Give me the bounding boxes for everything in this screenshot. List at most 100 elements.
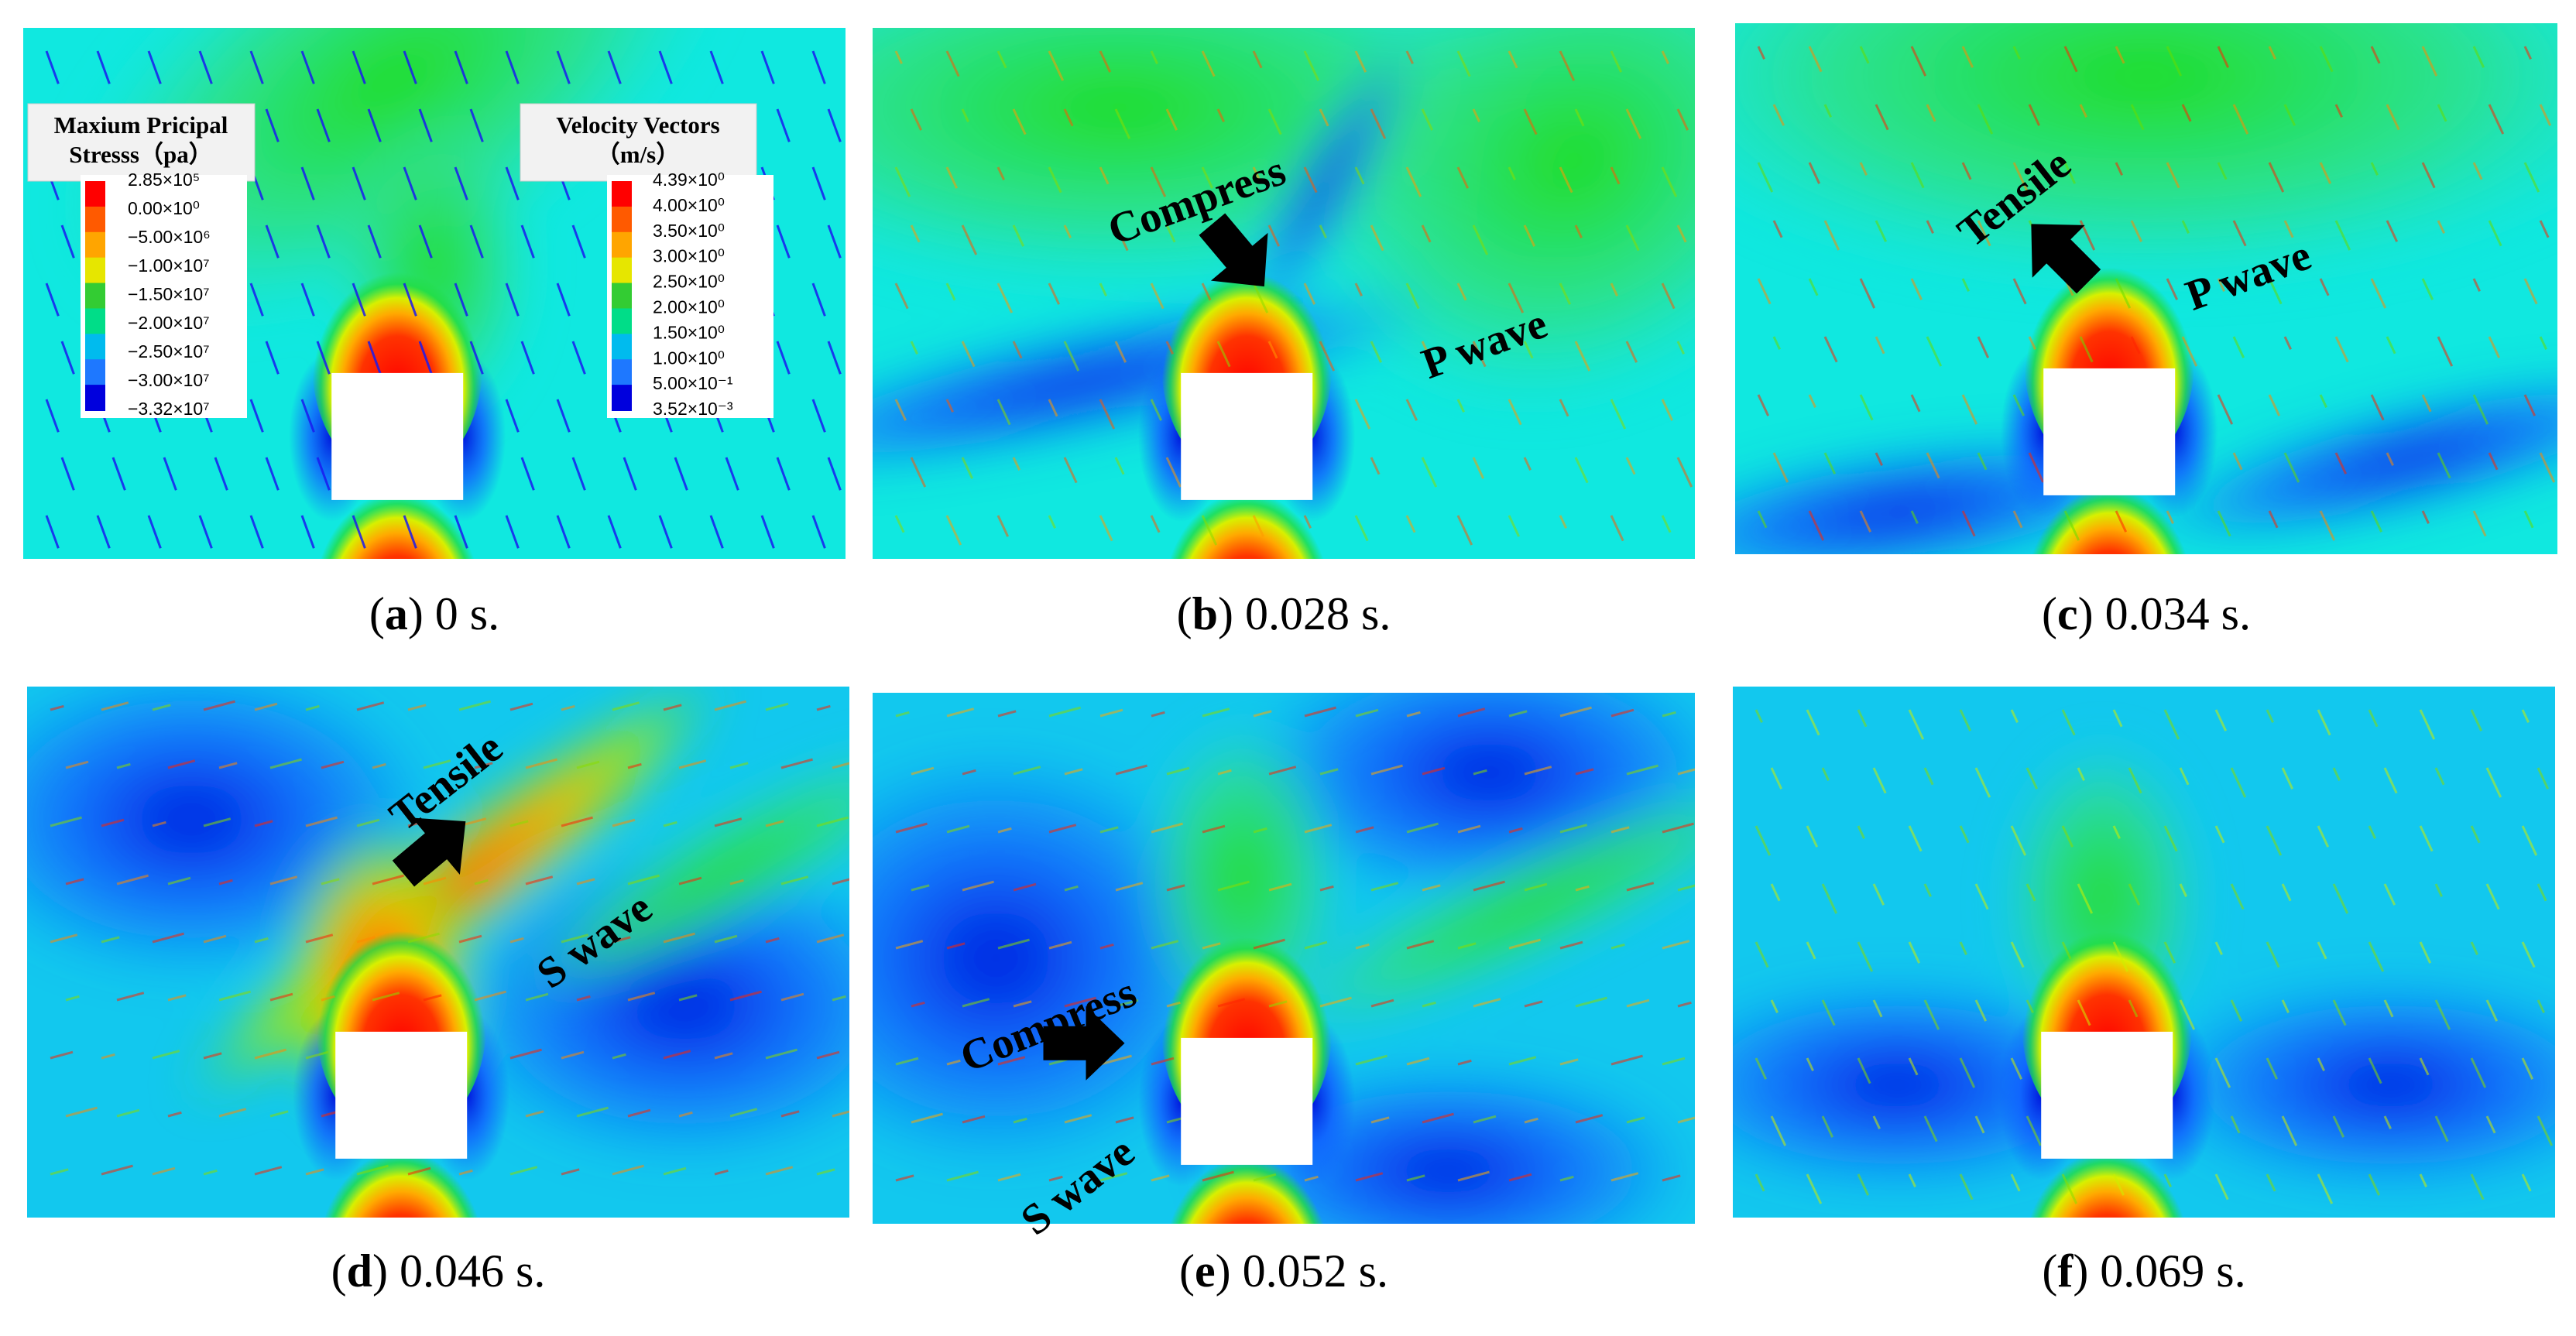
vector — [147, 50, 162, 84]
vector — [2472, 394, 2489, 425]
vector — [895, 940, 924, 950]
vector — [607, 515, 622, 549]
vector — [776, 108, 791, 142]
vector — [1099, 166, 1110, 185]
vector — [305, 1168, 324, 1176]
vector — [116, 762, 131, 769]
vector — [1857, 825, 1865, 839]
field-region — [1735, 23, 2557, 289]
vector — [556, 283, 571, 317]
vector — [1099, 283, 1107, 296]
vector — [1252, 50, 1263, 69]
vector — [474, 762, 493, 769]
vector — [1405, 515, 1416, 533]
vector — [1610, 708, 1634, 718]
vector — [1267, 224, 1281, 247]
vector — [2317, 709, 2331, 736]
vector — [1099, 1054, 1132, 1066]
vector — [1354, 399, 1371, 430]
vector — [2319, 46, 2334, 73]
vector — [556, 50, 571, 84]
vector — [1625, 108, 1642, 139]
vector — [265, 457, 280, 491]
vector — [946, 942, 966, 950]
vector — [709, 50, 724, 84]
vector — [454, 50, 468, 84]
vector — [305, 816, 338, 827]
vector — [1405, 399, 1418, 421]
vector — [300, 283, 315, 317]
vector — [458, 700, 491, 711]
caption-part: ) 0.034 s. — [2078, 588, 2251, 639]
vector — [469, 341, 484, 375]
vector — [2130, 104, 2145, 131]
legend-title-box — [27, 103, 256, 182]
vector — [2266, 941, 2280, 968]
vector — [1319, 224, 1327, 238]
vector — [1370, 224, 1384, 252]
vector — [1926, 452, 1940, 479]
vector — [2061, 1173, 2078, 1204]
vector — [2332, 1115, 2345, 1138]
vector — [910, 224, 921, 243]
vector — [2317, 825, 2330, 848]
caption-part: f — [2057, 1245, 2073, 1297]
vector — [663, 932, 695, 944]
legend-label: −3.00×10⁷ — [128, 370, 210, 390]
vector — [300, 399, 315, 433]
vector — [2334, 336, 2349, 363]
vector — [474, 990, 506, 1002]
vector — [1559, 824, 1588, 834]
vector — [816, 933, 845, 944]
vector — [1821, 999, 1836, 1026]
vector — [1114, 224, 1129, 252]
vector — [2012, 162, 2029, 193]
vector — [2419, 941, 2432, 964]
vector — [403, 283, 417, 317]
field-region — [510, 741, 849, 1005]
vector — [1926, 220, 1934, 234]
vector — [352, 283, 366, 317]
vector — [509, 937, 524, 944]
vector — [1757, 162, 1774, 193]
vector — [1099, 943, 1114, 950]
vector — [423, 876, 447, 886]
vector — [2230, 767, 2247, 798]
vector — [945, 50, 960, 77]
vector — [2485, 883, 2500, 910]
vector — [1252, 515, 1265, 537]
vector — [571, 224, 586, 259]
vector — [1217, 880, 1250, 892]
vector — [65, 995, 80, 1002]
vector — [1166, 766, 1190, 776]
vector — [2025, 883, 2036, 902]
vector — [1977, 220, 1991, 247]
vector — [2419, 1173, 2427, 1187]
vector — [2112, 709, 2123, 728]
vector — [300, 50, 315, 84]
vector — [2063, 510, 2080, 541]
vector — [1676, 108, 1689, 131]
vector — [1875, 104, 1889, 131]
vector — [2370, 510, 2383, 533]
vector — [1625, 224, 1640, 252]
vector — [116, 992, 145, 1002]
vector — [1677, 768, 1695, 776]
vector — [2115, 46, 2125, 64]
velocity-vectors — [894, 50, 1693, 546]
vector — [1099, 708, 1123, 718]
vector — [1202, 1170, 1234, 1182]
vector — [2232, 452, 2243, 471]
vector — [1676, 341, 1685, 355]
vector — [2181, 336, 2198, 367]
vector — [1472, 224, 1489, 255]
vector — [1823, 104, 1832, 118]
vector — [163, 457, 177, 491]
vector — [714, 934, 738, 944]
caption: (b) 0.028 s. — [1177, 588, 1391, 639]
vector — [1370, 1116, 1390, 1124]
vector — [418, 108, 433, 142]
vector — [1456, 283, 1467, 301]
vector — [316, 341, 331, 375]
caption-part: ) 0.028 s. — [1218, 588, 1391, 639]
